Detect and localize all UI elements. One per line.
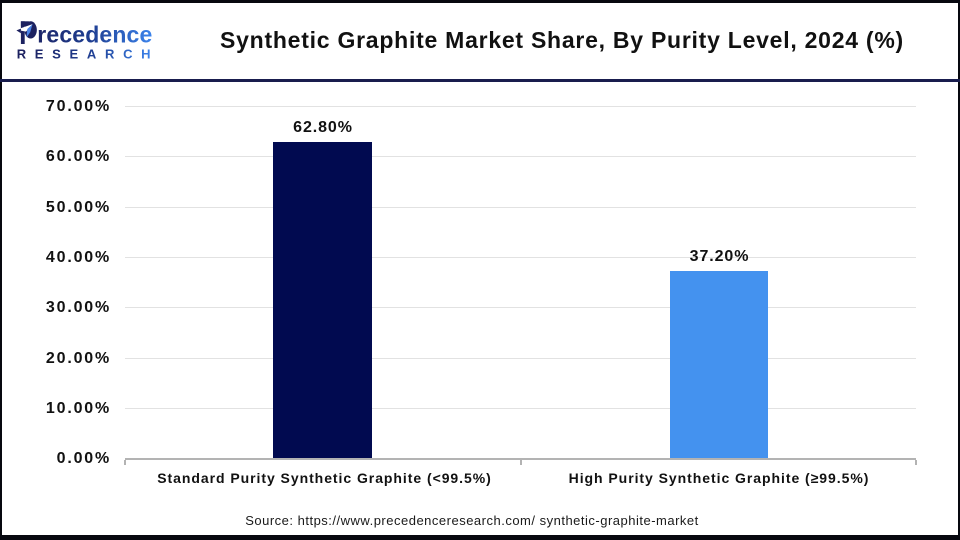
svg-text:recedence: recedence xyxy=(37,22,152,48)
svg-text:RESEARCH: RESEARCH xyxy=(17,46,158,61)
